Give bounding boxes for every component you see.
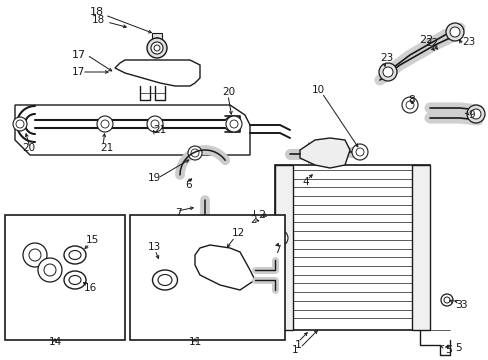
- Bar: [274, 165, 429, 330]
- Text: 12: 12: [231, 228, 245, 238]
- Circle shape: [378, 63, 396, 81]
- Text: 11: 11: [188, 337, 201, 347]
- Text: 23: 23: [379, 53, 392, 63]
- Polygon shape: [299, 138, 349, 168]
- Circle shape: [275, 234, 284, 242]
- Text: 8: 8: [407, 95, 414, 105]
- Circle shape: [229, 120, 238, 128]
- Text: 3: 3: [454, 300, 461, 310]
- Circle shape: [97, 116, 113, 132]
- Circle shape: [470, 109, 480, 119]
- Circle shape: [13, 117, 27, 131]
- Polygon shape: [195, 245, 254, 290]
- Text: 10: 10: [311, 85, 325, 95]
- Ellipse shape: [158, 274, 172, 285]
- Text: 7: 7: [175, 208, 181, 218]
- Circle shape: [440, 294, 452, 306]
- Text: 22: 22: [418, 35, 432, 45]
- Text: 2: 2: [258, 210, 264, 220]
- Circle shape: [445, 23, 463, 41]
- Text: 17: 17: [72, 50, 86, 60]
- Bar: [130, 215, 285, 340]
- Text: 13: 13: [148, 242, 161, 252]
- Circle shape: [466, 105, 484, 123]
- Bar: [5, 215, 125, 340]
- Circle shape: [271, 230, 287, 246]
- Circle shape: [355, 148, 363, 156]
- Text: 5: 5: [444, 345, 451, 355]
- Text: 3: 3: [459, 300, 466, 310]
- Text: 1: 1: [291, 345, 298, 355]
- Circle shape: [187, 146, 202, 160]
- Text: 18: 18: [92, 15, 105, 25]
- Bar: [411, 165, 429, 330]
- Circle shape: [16, 120, 24, 128]
- Bar: [152, 33, 162, 41]
- Circle shape: [151, 120, 159, 128]
- Text: 1: 1: [294, 340, 301, 350]
- Circle shape: [201, 224, 208, 232]
- Text: 18: 18: [90, 7, 104, 17]
- Circle shape: [44, 264, 56, 276]
- Text: 19: 19: [148, 173, 161, 183]
- Text: 14: 14: [48, 337, 61, 347]
- Circle shape: [443, 297, 449, 303]
- Text: 21: 21: [100, 143, 113, 153]
- Ellipse shape: [64, 246, 86, 264]
- Text: 6: 6: [184, 180, 191, 190]
- Circle shape: [382, 67, 392, 77]
- Text: 23: 23: [461, 37, 474, 47]
- Circle shape: [147, 38, 167, 58]
- Text: 21: 21: [153, 125, 166, 135]
- Text: 17: 17: [72, 67, 85, 77]
- Circle shape: [351, 144, 367, 160]
- Circle shape: [147, 116, 163, 132]
- Circle shape: [23, 243, 47, 267]
- Bar: [274, 165, 292, 330]
- Circle shape: [191, 149, 199, 157]
- Text: 4: 4: [302, 177, 308, 187]
- Text: 9: 9: [467, 110, 474, 120]
- Circle shape: [449, 27, 459, 37]
- Text: 20: 20: [222, 87, 235, 97]
- Text: 5: 5: [454, 343, 461, 353]
- Circle shape: [401, 97, 417, 113]
- Ellipse shape: [69, 275, 81, 284]
- Circle shape: [151, 42, 163, 54]
- Polygon shape: [115, 60, 200, 86]
- Text: 22: 22: [424, 38, 437, 48]
- Ellipse shape: [64, 271, 86, 289]
- Ellipse shape: [152, 270, 177, 290]
- Circle shape: [197, 220, 213, 236]
- Circle shape: [154, 45, 160, 51]
- Circle shape: [225, 116, 242, 132]
- Polygon shape: [15, 105, 249, 155]
- Text: 7: 7: [273, 245, 280, 255]
- Circle shape: [38, 258, 62, 282]
- Circle shape: [405, 101, 413, 109]
- Text: 20: 20: [22, 143, 35, 153]
- Text: 2: 2: [249, 215, 256, 225]
- Ellipse shape: [69, 251, 81, 260]
- Circle shape: [29, 249, 41, 261]
- Text: 16: 16: [84, 283, 97, 293]
- Text: 15: 15: [86, 235, 99, 245]
- Circle shape: [101, 120, 109, 128]
